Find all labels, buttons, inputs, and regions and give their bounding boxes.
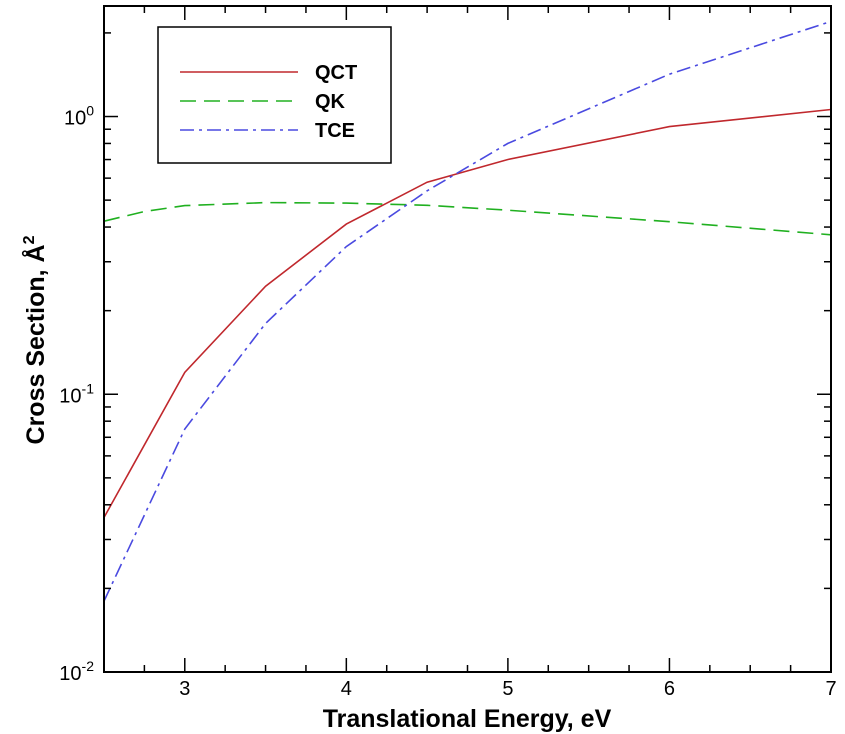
x-tick-label: 3 [179,678,190,700]
legend: QCT QK TCE [157,26,392,164]
x-axis: 3 4 5 6 7 [103,6,837,700]
legend-box [157,26,392,164]
x-tick-label: 5 [502,678,513,700]
x-tick-label: 4 [341,678,352,700]
y-axis-title-superscript: 2 [21,235,38,244]
y-tick-label-base: 10 [59,663,81,685]
y-tick-label: 10-1 [59,380,94,407]
x-axis-title: Translational Energy, eV [323,705,612,733]
plot-area [103,20,832,602]
y-axis-title: Cross Section, Å2 [21,235,50,444]
x-tick-label: 7 [825,678,836,700]
legend-label-tce: TCE [315,120,355,142]
y-tick-label-exponent: -2 [82,658,95,674]
legend-label-qk: QK [315,91,346,113]
series-line-qk [103,201,832,236]
y-axis-title-text: Cross Section, Å [21,244,50,444]
series-line-qct [103,108,832,518]
y-tick-label-base: 10 [64,108,86,130]
y-tick-label-exponent: 0 [86,103,94,119]
y-tick-label-exponent: -1 [82,380,95,396]
legend-label-qct: QCT [315,62,357,84]
x-tick-label: 6 [664,678,675,700]
y-tick-label: 100 [64,103,94,130]
y-tick-label: 10-2 [59,658,94,685]
y-tick-label-base: 10 [59,385,81,407]
